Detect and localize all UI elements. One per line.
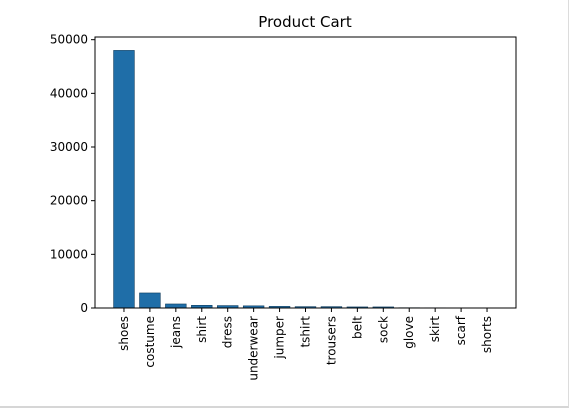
- x-tick-label: skirt: [428, 316, 442, 342]
- y-tick-label: 10000: [50, 247, 88, 261]
- x-tick-label: glove: [402, 316, 416, 349]
- x-tick-label: jeans: [169, 316, 183, 349]
- x-tick-label: shirt: [195, 316, 209, 343]
- bar-shoes: [113, 50, 135, 309]
- y-tick-label: 50000: [50, 33, 88, 47]
- bar-jeans: [165, 303, 187, 309]
- x-tick-label: dress: [221, 316, 235, 348]
- y-tick-label: 30000: [50, 140, 88, 154]
- y-tick-label: 20000: [50, 194, 88, 208]
- x-tick-label: costume: [143, 316, 157, 368]
- axes-frame: [94, 36, 517, 309]
- x-tick-label: belt: [350, 316, 364, 339]
- bars-group: [113, 50, 498, 309]
- x-tick-label: shorts: [480, 316, 494, 353]
- chart-title: Product Cart: [258, 13, 352, 31]
- y-axis: 0 10000 20000 30000 40000 50000: [50, 33, 95, 315]
- x-tick-label: sock: [376, 316, 390, 343]
- x-tick-label: trousers: [324, 316, 338, 365]
- x-tick-label: tshirt: [299, 316, 313, 348]
- x-axis: shoes costume jeans shirt dress underwear jump…: [117, 308, 494, 381]
- x-tick-label: underwear: [247, 316, 261, 381]
- x-tick-label: shoes: [117, 316, 131, 351]
- y-tick-label: 0: [80, 301, 88, 315]
- x-tick-label: jumper: [273, 316, 287, 360]
- bar-costume: [139, 292, 161, 309]
- y-tick-label: 40000: [50, 86, 88, 100]
- x-tick-label: scarf: [454, 315, 468, 345]
